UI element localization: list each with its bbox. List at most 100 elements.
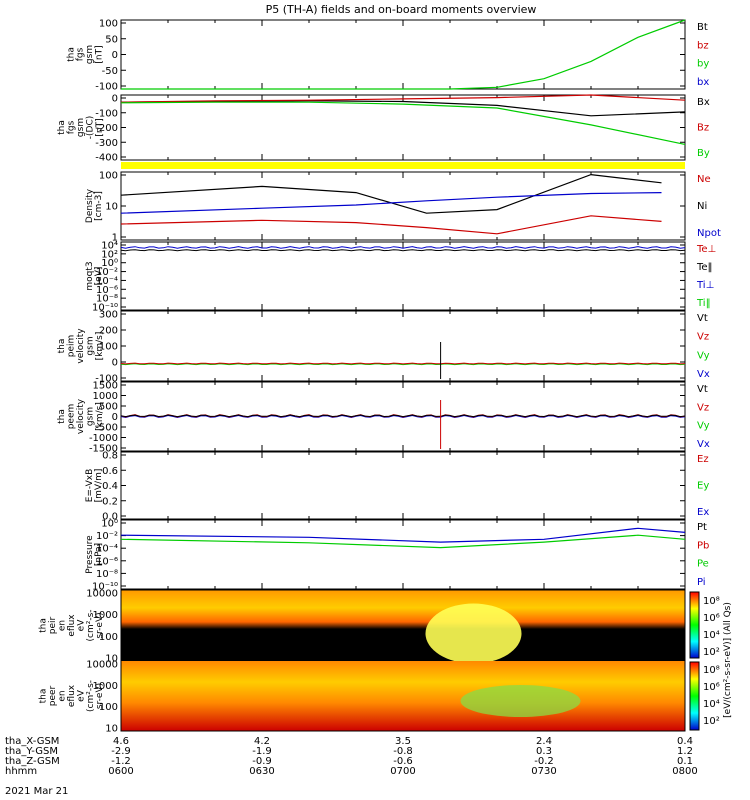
ephem-value: -1.2: [111, 756, 131, 767]
ylabel-fgs_gsm: thafgsgsm[nT]: [66, 45, 104, 64]
panel-frame-efield: [120, 451, 686, 520]
ylabel-line: [km/s]: [95, 402, 105, 431]
ylabel-line: (cm²-s-: [86, 609, 96, 641]
ytick-density: 1: [112, 233, 118, 244]
panel-frame-temperature: [120, 241, 686, 311]
spectrogram-peir: [121, 590, 685, 661]
ytick-peem_velocity: 1000: [93, 391, 118, 402]
colorbar-tick: 10²: [703, 716, 720, 727]
ytick-fgs_gsm: -100: [95, 82, 118, 93]
ytick-temperature: 10⁻⁴: [96, 276, 118, 287]
ylabel-efield: E=-VxB[mV/m]: [85, 469, 104, 503]
ylabel-line: [nT]: [95, 118, 105, 136]
ytick-peem_velocity: 1500: [93, 381, 118, 392]
panel-frame-fgs_gsm_dc: [120, 94, 686, 161]
trace-pressure-pi: [120, 527, 686, 543]
ylabel-line: Pressure: [85, 535, 95, 574]
ytick-density: 100: [99, 171, 118, 182]
ylabel-density: Density[cm-3]: [85, 188, 104, 223]
legend-density-ne: Ne: [697, 174, 711, 185]
ytick-efield: 0.4: [102, 481, 118, 492]
legend-peim_velocity-vx: Vx: [697, 369, 710, 380]
ylabel-line: -(DC): [85, 116, 95, 139]
ytick-fgs_gsm: 50: [105, 34, 118, 45]
ytick-peir_eflux: 10: [105, 654, 118, 665]
trace-density-ne: [120, 173, 662, 214]
colorbar-tick: 10⁴: [703, 630, 720, 641]
ytick-temperature: 10⁻¹⁰: [92, 303, 118, 314]
ytick-peim_velocity: 0: [112, 358, 118, 369]
legend-density-npot: Npot: [697, 228, 721, 239]
ylabel-line: fgs: [76, 47, 86, 61]
ytick-peir_eflux: 100: [99, 632, 118, 643]
ylabel-line: peim: [66, 335, 76, 358]
data-traces: [120, 19, 686, 549]
ytick-temperature: 10⁻²: [96, 267, 118, 278]
ytick-efield: 0.2: [102, 496, 118, 507]
ylabel-line: eV: [76, 619, 86, 632]
ylabel-line: tha: [57, 409, 67, 424]
time-axis: 0600 0630 0700 0730 0800: [108, 766, 697, 777]
ephem-value: -0.2: [534, 756, 554, 767]
ytick-fgs_gsm: -50: [102, 66, 118, 77]
ylabel-line: [km/s]: [95, 332, 105, 361]
ylabel-peir_eflux: thapeirenefluxeV(cm²-s-sr-eV): [39, 609, 106, 641]
colorbar-tick: 10⁶: [703, 613, 720, 624]
ephem-value: -1.9: [252, 746, 272, 757]
ylabel-line: fgs: [66, 120, 76, 134]
ylabel-line: gsm: [85, 407, 95, 426]
ytick-pressure: 10⁻⁶: [96, 556, 118, 567]
ylabel-line: moqt3: [85, 261, 95, 290]
ylabel-line: tha: [57, 339, 67, 354]
ytick-efield: 0.0: [102, 512, 118, 523]
ytick-temperature: 10⁻⁶: [96, 285, 118, 296]
legend-temperature-te‖: Te‖: [696, 262, 713, 273]
ylabel-line: Density: [85, 188, 95, 223]
y-axis-labels: thafgsgsm[nT] tha fgs gsm -(DC)[nT] Density[c…: [39, 45, 106, 712]
spectrogram-frame: [120, 589, 686, 732]
ylabel-line: [eV]: [94, 267, 104, 286]
ytick-peem_velocity: -1000: [89, 433, 118, 444]
legend-peim_velocity-vt: Vt: [697, 313, 708, 324]
legend-density-ni: Ni: [697, 201, 707, 212]
ephem-value: -0.8: [393, 746, 413, 757]
legend-pressure-pi: Pi: [697, 577, 706, 588]
trace-temperature-ti: [120, 246, 686, 249]
legend-fgs_gsm-by: by: [697, 59, 709, 70]
ephem-value: -2.9: [111, 746, 131, 757]
ylabel-line: [cm-3]: [94, 191, 104, 221]
legend-peem_velocity-vz: Vz: [697, 402, 709, 413]
ytick-fgs_gsm_dc: -100: [95, 108, 118, 119]
ytick-peim_velocity: 100: [99, 342, 118, 353]
xtick-label: 0600: [108, 766, 133, 777]
ylabel-line: sr-eV): [95, 683, 105, 709]
ytick-peim_velocity: 300: [99, 310, 118, 321]
legend-temperature-ti‖: Ti‖: [696, 298, 711, 309]
ytick-pressure: 10⁰: [101, 519, 118, 530]
ephem-value: 0.4: [677, 736, 693, 747]
colorbar-tick: 10⁴: [703, 699, 720, 710]
xtick-label: 0630: [249, 766, 274, 777]
ytick-fgs_gsm_dc: -200: [95, 123, 118, 134]
ylabel-line: [mV/m]: [94, 469, 104, 503]
legend-pressure-pb: Pb: [697, 540, 709, 551]
ephem-value: 4.6: [113, 736, 129, 747]
colorbar-tick: 10²: [703, 647, 720, 658]
ylabel-line: velocity: [76, 398, 86, 434]
ylabel-line: gsm: [85, 336, 95, 355]
legend-efield-ez: Ez: [697, 454, 709, 465]
colorbar-label: [eV/(cm²-s-sr-eV)] (All Qs): [723, 602, 733, 718]
panel-frames: [120, 19, 686, 729]
ytick-peim_velocity: -100: [95, 374, 118, 385]
colorbar-tick: 10⁸: [703, 596, 720, 607]
ephem-value: 2.4: [536, 736, 552, 747]
legend-peem_velocity-vy: Vy: [697, 421, 710, 432]
legend-efield-ex: Ex: [697, 507, 709, 518]
ylabel-line: peir: [48, 616, 58, 634]
ylabel-pressure: Pressure[nPa]: [85, 535, 104, 574]
ytick-fgs_gsm: 0: [112, 50, 118, 61]
spectrogram-images: [120, 589, 686, 732]
ylabel-temperature: moqt3[eV]: [85, 261, 104, 290]
